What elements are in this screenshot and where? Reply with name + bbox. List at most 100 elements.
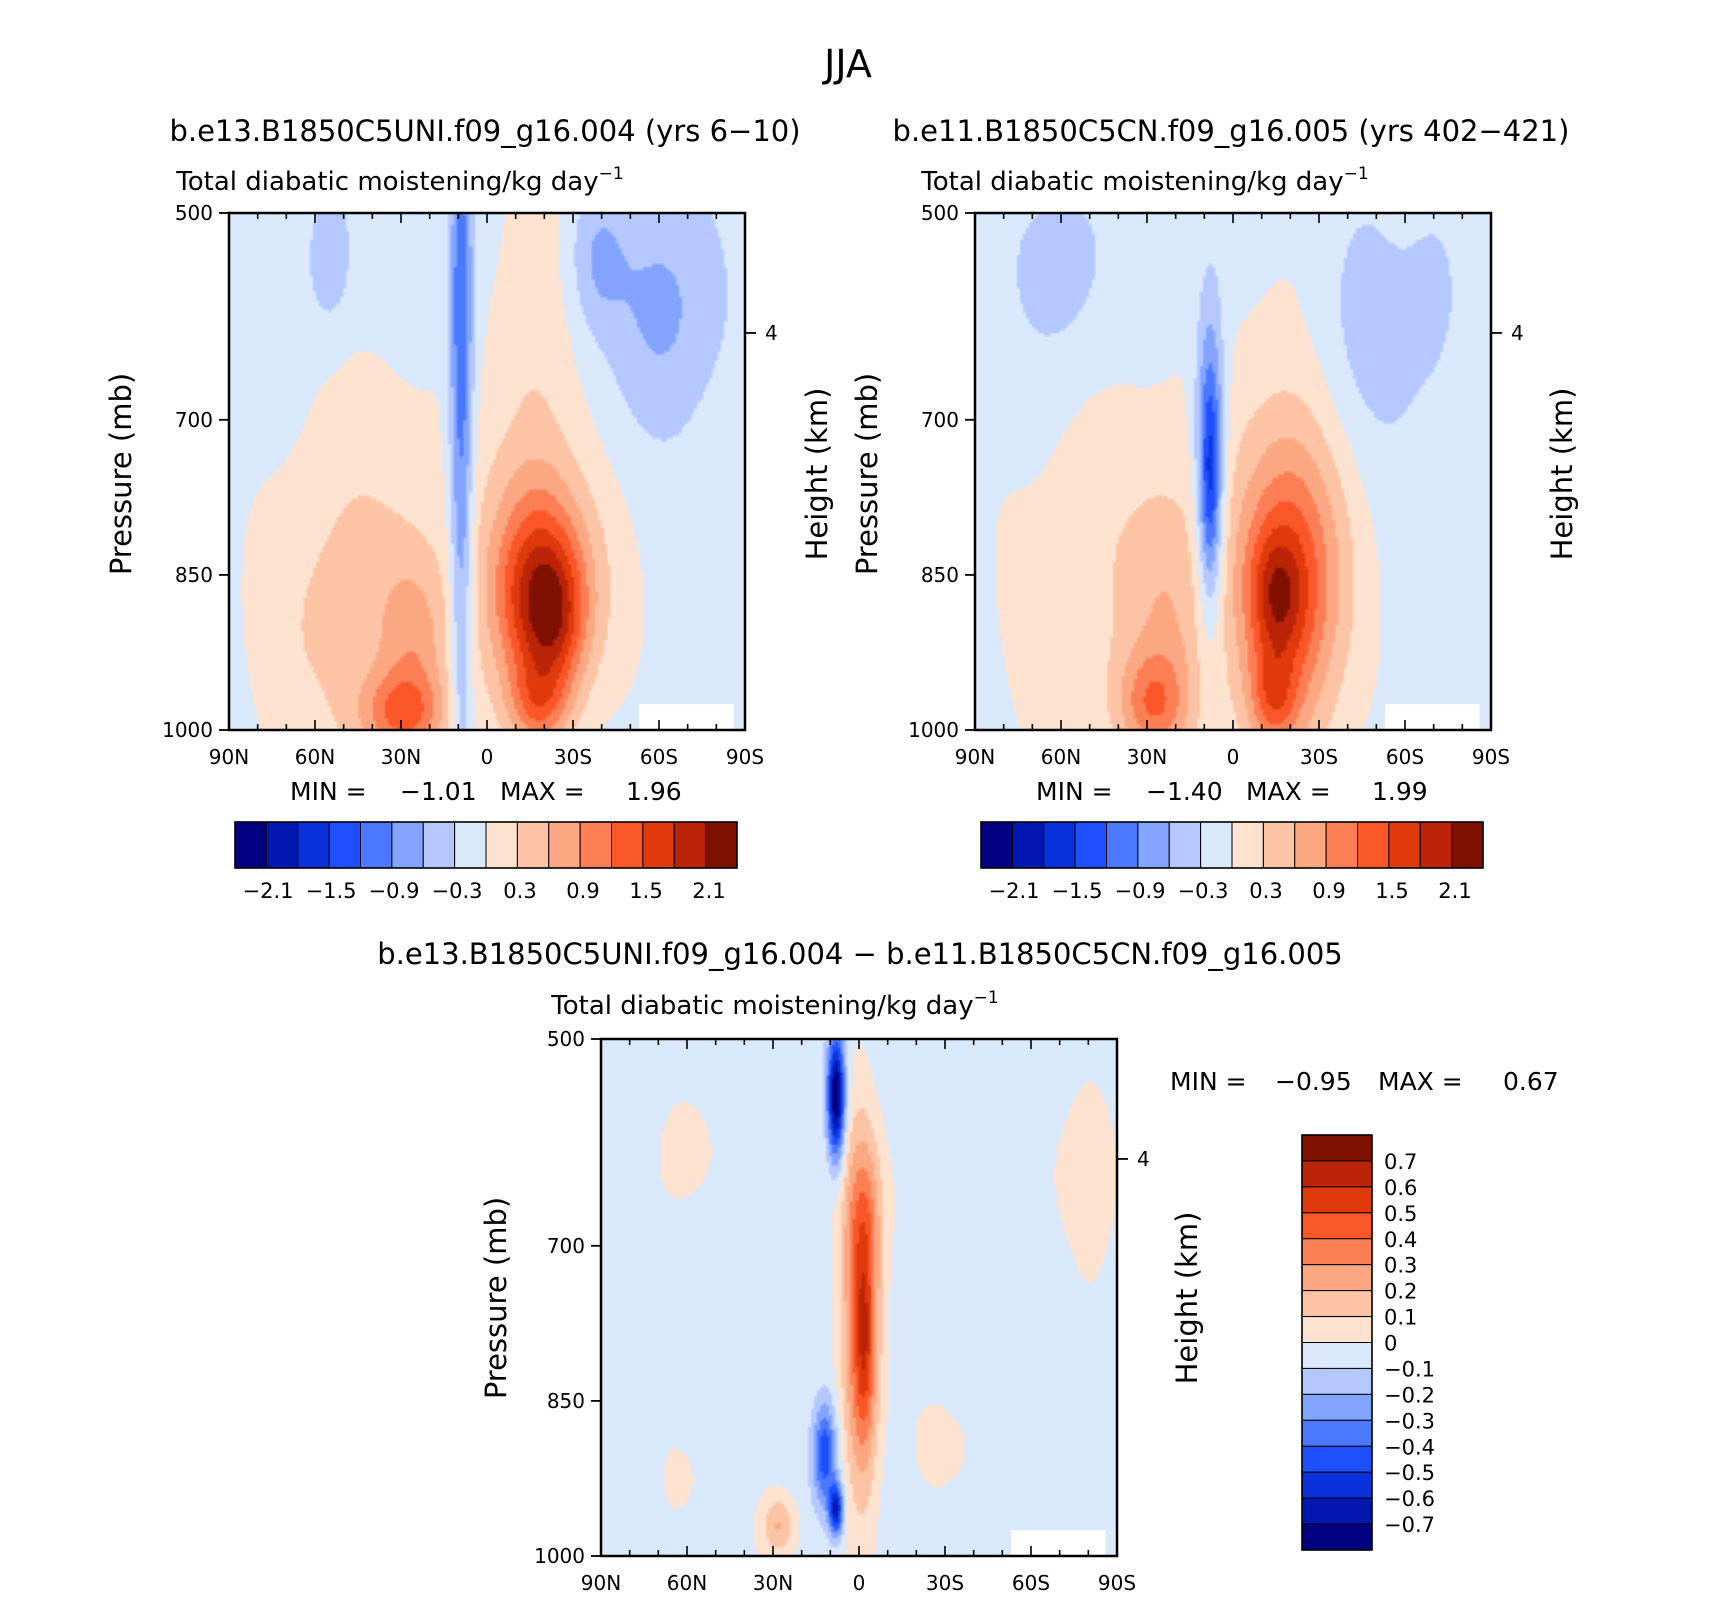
x-tick-label: 90S	[1098, 1571, 1136, 1595]
colorbar-label: 0.9	[566, 879, 599, 903]
colorbar-swatch	[1301, 1471, 1373, 1499]
x-tick-label: 60N	[295, 745, 335, 769]
colorbar-swatch	[1301, 1264, 1373, 1292]
colorbar-swatch	[705, 821, 738, 869]
colorbar-swatch	[1137, 821, 1170, 869]
x-tick-label: 90N	[209, 745, 249, 769]
y-tick-label: 700	[547, 1234, 585, 1258]
colorbar-label: −0.5	[1384, 1461, 1435, 1485]
x-tick-label: 0	[853, 1571, 866, 1595]
colorbar-swatch	[1301, 1160, 1373, 1188]
colorbar-label: −0.9	[369, 879, 420, 903]
colorbar-label: 0.1	[1384, 1306, 1417, 1330]
colorbar-label: −0.3	[1178, 879, 1229, 903]
contour-field	[601, 1039, 1117, 1556]
x-tick-label: 90N	[955, 745, 995, 769]
colorbar-label: 1.5	[629, 879, 662, 903]
colorbar-swatch	[1325, 821, 1358, 869]
colorbar-swatch	[422, 821, 456, 869]
panel-left-y2label: Height (km)	[800, 388, 834, 561]
colorbar-swatch	[1301, 1212, 1373, 1240]
colorbar-label: −0.3	[432, 879, 483, 903]
y-tick-label: 500	[175, 201, 213, 225]
colorbar-swatch	[1301, 1316, 1373, 1343]
y-tick-label: 700	[175, 408, 213, 432]
panel-left-title: b.e13.B1850C5UNI.f09_g16.004 (yrs 6−10)	[169, 114, 800, 148]
panel-left-subtitle: Total diabatic moistening/kg day−1	[175, 164, 623, 197]
colorbar-label: 0.3	[503, 879, 536, 903]
colorbar-swatch	[360, 821, 393, 869]
colorbar-swatch	[391, 821, 424, 869]
y2-tick-label: 4	[1137, 1147, 1150, 1171]
panel-diff-subtitle-text: Total diabatic moistening/kg day	[550, 991, 973, 1021]
colorbar-swatch	[1301, 1342, 1373, 1369]
colorbar-swatch	[265, 821, 299, 869]
panel-right-max-value: 1.99	[1372, 777, 1428, 806]
colorbar-swatch	[1301, 1186, 1373, 1214]
x-tick-label: 90N	[581, 1571, 621, 1595]
colorbar-label: 2.1	[1438, 879, 1471, 903]
colorbar-label: −1.5	[306, 879, 357, 903]
missing-data-patch	[1384, 704, 1480, 730]
colorbar-label: 0.9	[1312, 879, 1345, 903]
x-tick-label: 30N	[753, 1571, 793, 1595]
panel-left-min-label: MIN =	[290, 777, 367, 806]
y-tick-label: 1000	[162, 718, 213, 742]
colorbar-swatch	[1262, 821, 1296, 869]
colorbar-label: −0.2	[1384, 1383, 1435, 1407]
colorbar-label: 0.3	[1384, 1254, 1417, 1278]
colorbar-label: −0.4	[1384, 1435, 1435, 1459]
y2-tick-label: 4	[1511, 321, 1524, 345]
colorbar-swatch	[1301, 1290, 1373, 1318]
panel-right-subtitle-exp: −1	[1344, 164, 1369, 184]
x-tick-label: 30S	[1300, 745, 1338, 769]
contour-field	[229, 213, 745, 730]
y-tick-label: 500	[921, 201, 959, 225]
panel-diff-max-value: 0.67	[1503, 1067, 1559, 1096]
panel-left-max-label: MAX =	[500, 777, 585, 806]
colorbar-swatch	[454, 821, 487, 869]
panel-left-ylabel: Pressure (mb)	[104, 373, 138, 575]
colorbar-frame	[1301, 1134, 1373, 1551]
colorbar-label: 0.6	[1384, 1176, 1417, 1200]
colorbar-frame	[980, 821, 1484, 869]
colorbar-swatch	[1301, 1393, 1373, 1421]
colorbar-swatch	[485, 821, 518, 869]
panel-right-y2label: Height (km)	[1545, 388, 1579, 561]
panel-right-min-label: MIN =	[1036, 777, 1113, 806]
colorbar-swatch	[1231, 821, 1264, 869]
colorbar-label: −0.7	[1384, 1513, 1435, 1537]
colorbar-label: 0.5	[1384, 1202, 1417, 1226]
missing-data-patch	[638, 704, 734, 730]
colorbar-swatch	[1301, 1367, 1373, 1395]
panel-diff-max-label: MAX =	[1378, 1067, 1463, 1096]
x-tick-label: 60S	[1012, 1571, 1050, 1595]
colorbar-swatch	[1294, 821, 1327, 869]
x-tick-label: 0	[481, 745, 494, 769]
panel-left: b.e13.B1850C5UNI.f09_g16.004 (yrs 6−10) …	[104, 114, 834, 903]
colorbar-swatch	[328, 821, 361, 869]
panel-right: b.e11.B1850C5CN.f09_g16.005 (yrs 402−421…	[850, 114, 1579, 903]
colorbar-swatch	[1357, 821, 1390, 869]
panel-diff-title: b.e13.B1850C5UNI.f09_g16.004 − b.e11.B18…	[377, 937, 1343, 971]
colorbar-swatch	[1301, 1445, 1373, 1473]
x-tick-label: 30N	[1127, 745, 1167, 769]
colorbar-swatch	[1301, 1523, 1373, 1551]
colorbar-swatch	[1301, 1419, 1373, 1447]
y-tick-label: 1000	[908, 718, 959, 742]
colorbar-swatch	[642, 821, 675, 869]
x-tick-label: 60S	[1386, 745, 1424, 769]
colorbar-swatch	[516, 821, 550, 869]
x-tick-label: 60S	[640, 745, 678, 769]
panel-left-min-value: −1.01	[400, 777, 477, 806]
colorbar-swatch	[579, 821, 612, 869]
panel-diff-subtitle: Total diabatic moistening/kg day−1	[550, 988, 998, 1021]
colorbar-label: −0.9	[1115, 879, 1166, 903]
colorbar-swatch	[1301, 1238, 1373, 1266]
y2-tick-label: 4	[765, 321, 778, 345]
colorbar-label: 2.1	[692, 879, 725, 903]
x-tick-label: 60N	[1041, 745, 1081, 769]
colorbar-swatch	[1451, 821, 1484, 869]
x-tick-label: 30S	[554, 745, 592, 769]
